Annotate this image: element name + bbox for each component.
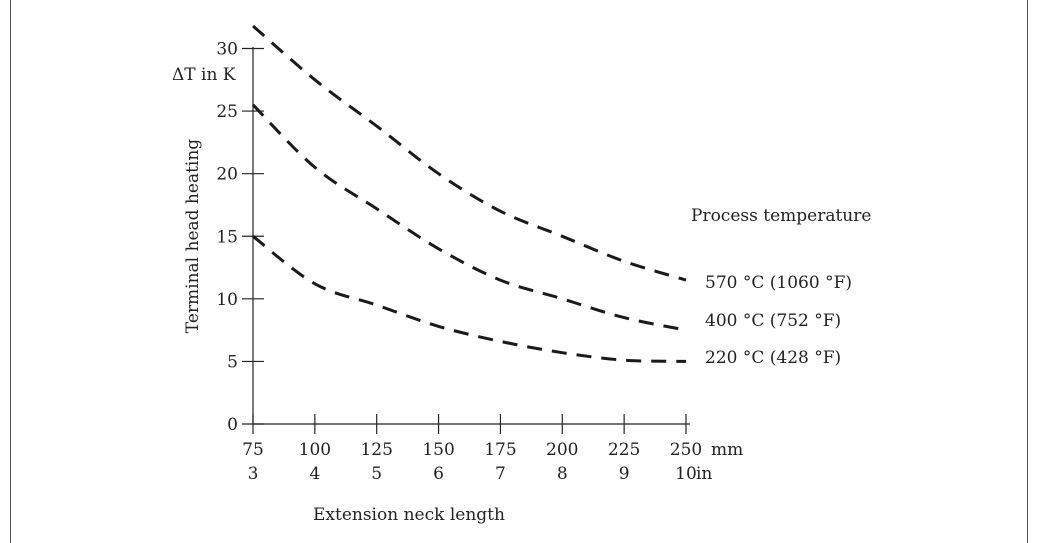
x-axis-ticks: 75 3 100 4 125 5 150 6 175 7 200 8 225 9 250 10 <box>242 414 702 484</box>
x-tick-label-in-10: 10 <box>675 464 697 484</box>
x-tick-label-mm-150: 150 <box>422 440 454 460</box>
x-tick-label-in-3: 3 <box>248 464 259 484</box>
y-axis-unit-label: ΔT in K <box>172 65 236 85</box>
x-tick-label-in-9: 9 <box>619 464 630 484</box>
y-tick-label-10: 10 <box>216 290 238 310</box>
series-layer <box>251 24 687 363</box>
x-tick-label-mm-75: 75 <box>242 440 264 460</box>
y-tick-label-25: 25 <box>216 102 238 122</box>
x-tick-label-in-7: 7 <box>495 464 506 484</box>
series-line-570 <box>252 24 687 282</box>
series-label-220: 220 °C (428 °F) <box>705 348 841 368</box>
y-tick-label-30: 30 <box>216 40 238 60</box>
x-axis-title: Extension neck length <box>313 505 505 525</box>
series-label-400: 400 °C (752 °F) <box>705 311 841 331</box>
y-tick-label-0: 0 <box>227 415 238 435</box>
series-line-220 <box>252 235 687 363</box>
series-label-570: 570 °C (1060 °F) <box>705 273 852 293</box>
legend-title: Process temperature <box>691 206 871 226</box>
x-tick-label-in-4: 4 <box>309 464 320 484</box>
y-tick-label-15: 15 <box>216 227 238 247</box>
y-tick-label-5: 5 <box>227 352 238 372</box>
plot-area: 0 5 10 15 20 25 30 75 3 100 4 125 5 150 6 175 7 200 8 225 9… <box>216 24 702 484</box>
x-tick-label-mm-175: 175 <box>484 440 516 460</box>
x-tick-label-in-6: 6 <box>433 464 444 484</box>
x-axis-unit-secondary: in <box>696 464 712 484</box>
x-tick-label-mm-100: 100 <box>299 440 331 460</box>
y-axis-title: Terminal head heating <box>183 139 203 333</box>
x-tick-label-in-5: 5 <box>371 464 382 484</box>
x-axis-unit-primary: mm <box>711 440 743 460</box>
y-axis-ticks: 0 5 10 15 20 25 30 <box>216 40 264 435</box>
x-tick-label-in-8: 8 <box>557 464 568 484</box>
x-tick-label-mm-125: 125 <box>360 440 392 460</box>
x-tick-label-mm-200: 200 <box>546 440 578 460</box>
y-tick-label-20: 20 <box>216 165 238 185</box>
series-line-400 <box>251 103 687 332</box>
x-tick-label-mm-225: 225 <box>608 440 640 460</box>
x-tick-label-mm-250: 250 <box>670 440 702 460</box>
